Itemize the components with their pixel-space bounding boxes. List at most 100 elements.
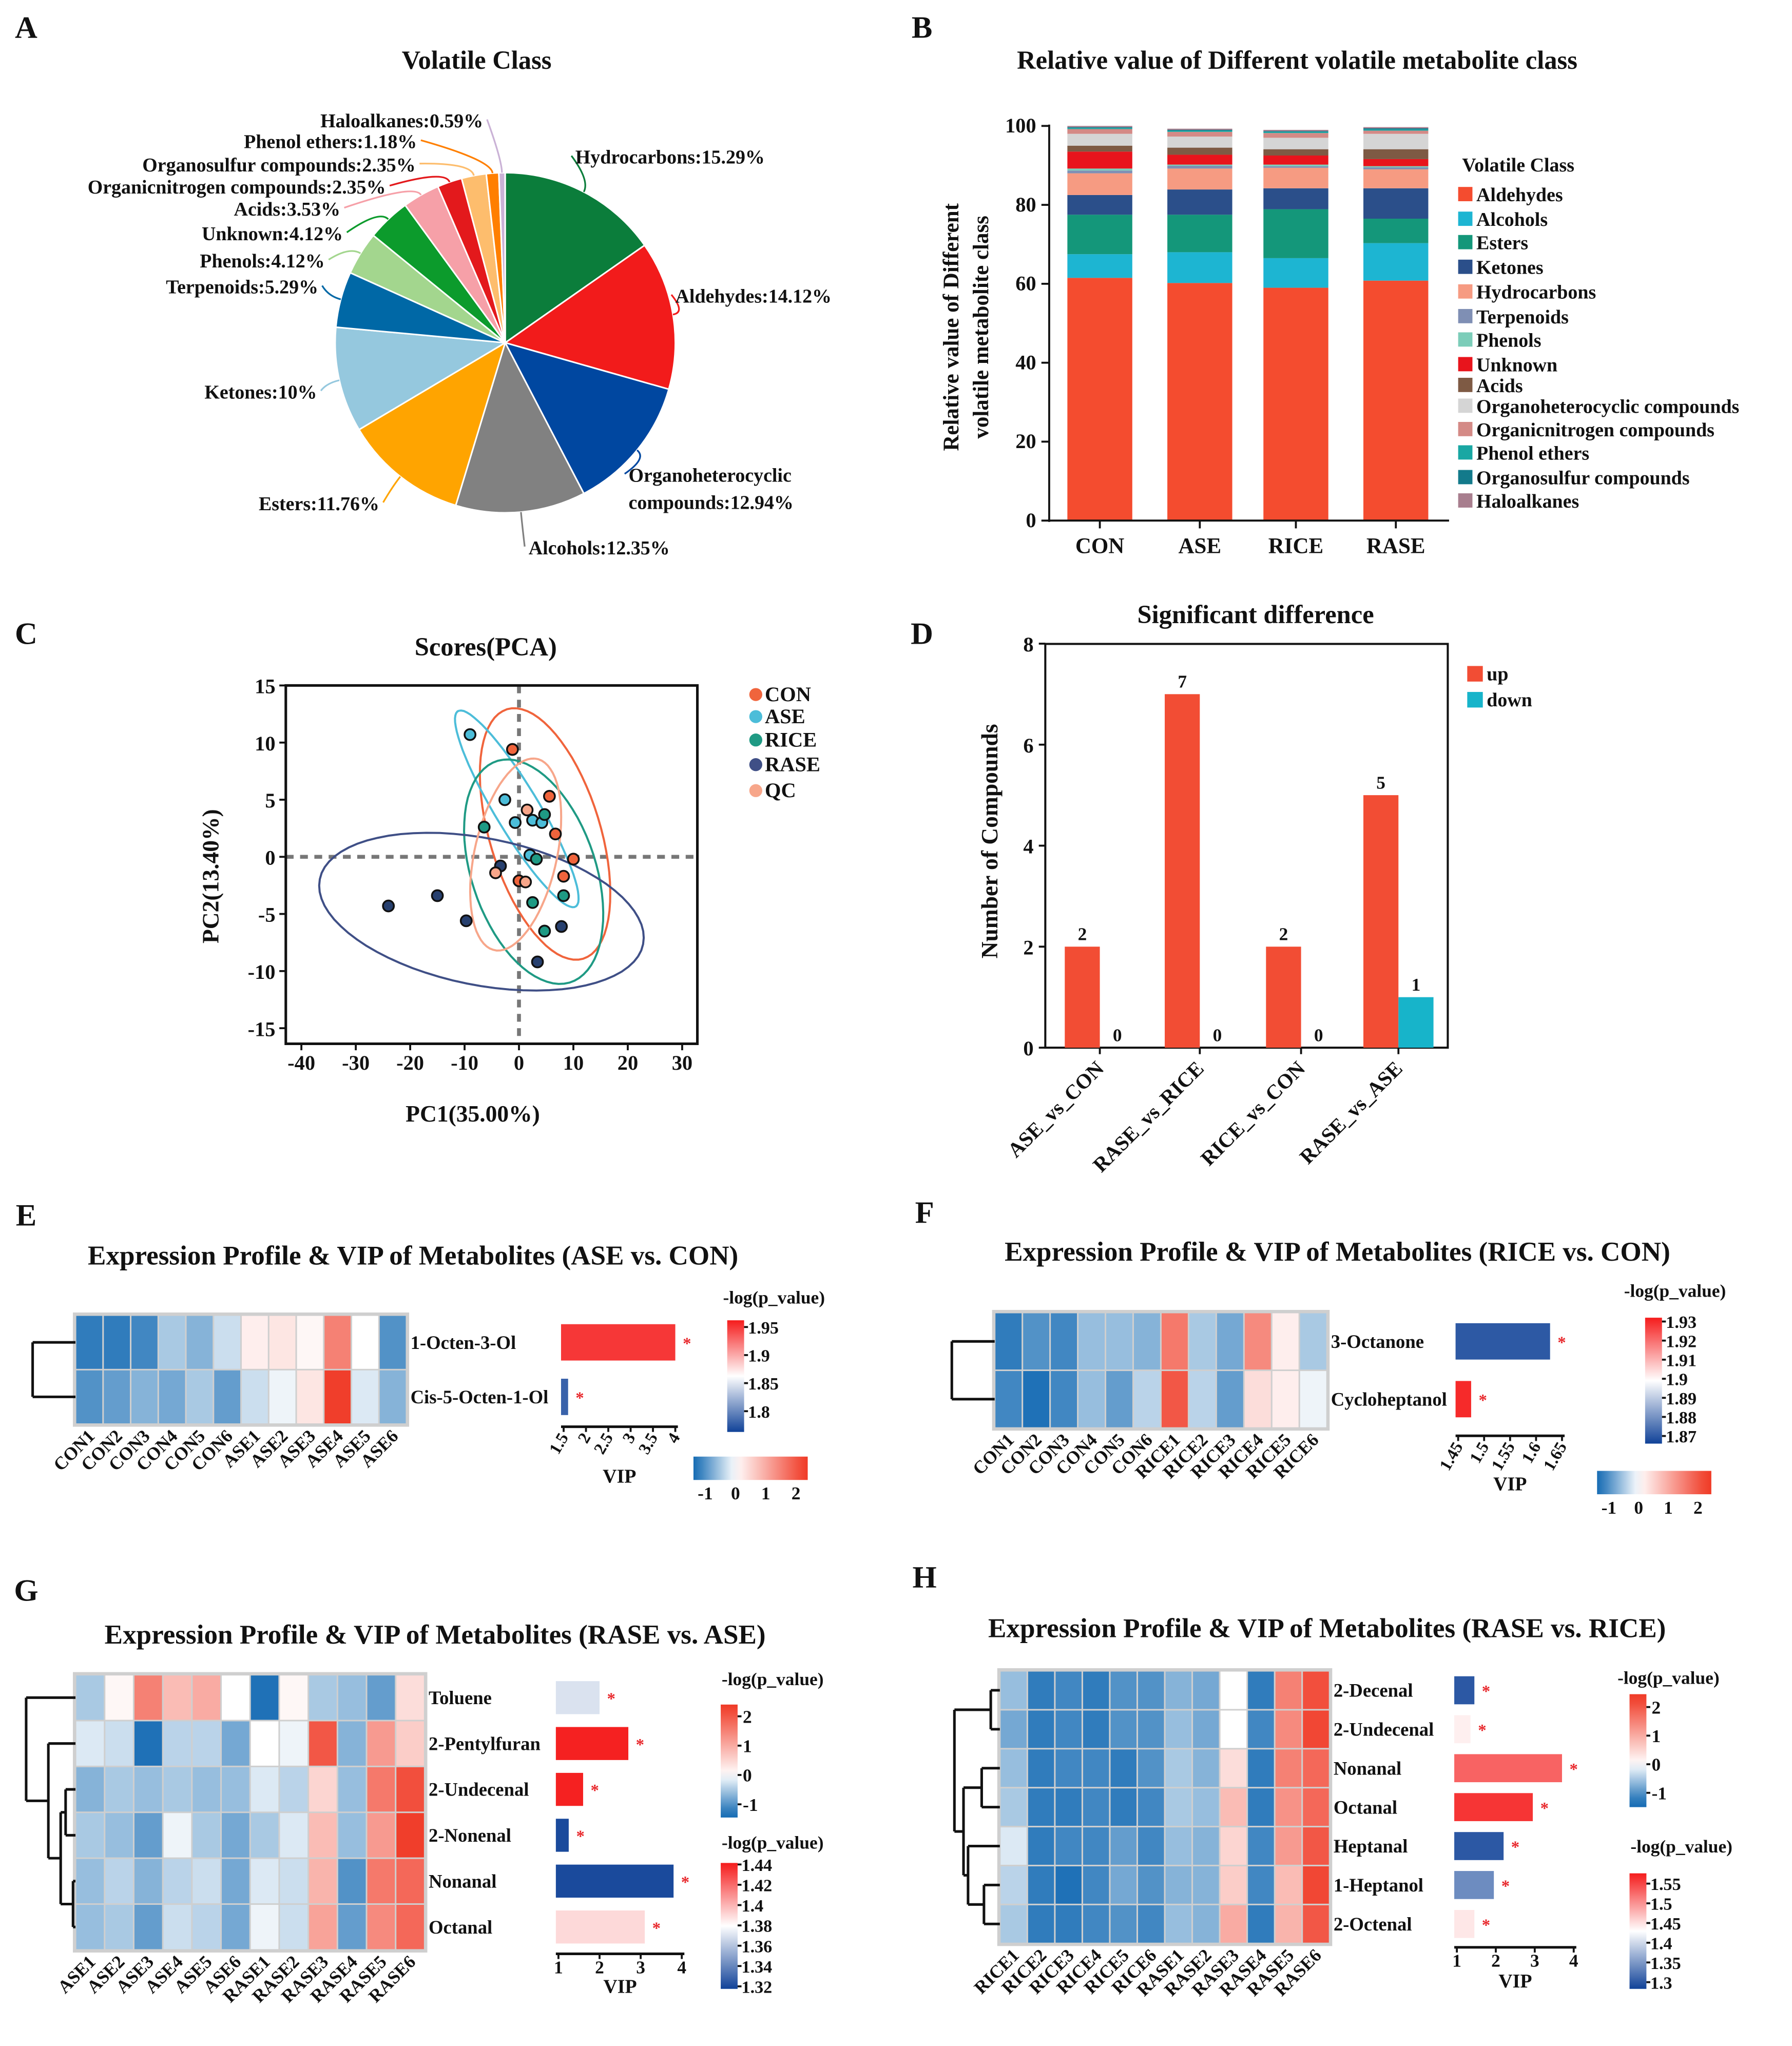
heatmap-cell (1028, 1710, 1054, 1748)
legend-dot (749, 710, 762, 723)
scatter-point (538, 808, 551, 821)
stacked-bar-segment (1067, 133, 1132, 146)
heatmap-cell (163, 1904, 191, 1950)
panel-letter: A (15, 10, 37, 45)
y-tick-label: 5 (265, 789, 275, 812)
heatmap-cell (192, 1859, 221, 1903)
heatmap-cell (1248, 1905, 1274, 1943)
heatmap-cell (1000, 1710, 1027, 1748)
stacked-bar-segment (1167, 164, 1232, 166)
heatmap-cell (251, 1721, 279, 1766)
pie-slice (504, 341, 670, 495)
heatmap-cell (134, 1859, 162, 1903)
stacked-bar-segment (1067, 173, 1132, 195)
legend-label: QC (765, 779, 796, 802)
pvalue-tick-label: 1.32 (742, 1978, 773, 1997)
x-tick-label: -20 (396, 1051, 424, 1074)
heatmap-cell (1023, 1313, 1050, 1370)
heatmap-cell (134, 1675, 162, 1720)
bar (1165, 694, 1200, 1048)
panel-e-heatmap-vip: E Expression Profile & VIP of Metabolites… (16, 1199, 825, 1504)
heatmap-cell (1193, 1866, 1219, 1904)
heatmap-cell (1028, 1788, 1054, 1826)
x-tick-label: 30 (672, 1051, 692, 1074)
slice-label: Organosulfur compounds:2.35% (142, 155, 415, 176)
legend-label: Organosulfur compounds (1476, 467, 1690, 489)
zscore-colorbar (1629, 1694, 1647, 1807)
heatmap-cell (280, 1904, 308, 1950)
legend-label: Hydrocarbons (1476, 282, 1596, 303)
heatmap-cell (76, 1370, 103, 1424)
heatmap-cell (1000, 1866, 1027, 1904)
stacked-bar-segment (1263, 209, 1328, 258)
stacked-bar-segment (1263, 166, 1328, 168)
heatmap-cell (1000, 1788, 1027, 1826)
leader-line (486, 119, 503, 173)
heatmap-cell (367, 1813, 395, 1858)
scatter-point (557, 870, 570, 883)
row-label: 2-Undecenal (429, 1779, 529, 1800)
vip-bar (555, 1864, 674, 1898)
scatter-point (555, 920, 568, 933)
vip-axis-label: VIP (603, 1976, 637, 1997)
panel-letter: H (913, 1560, 937, 1595)
significance-star: * (1501, 1877, 1510, 1896)
row-label: Heptanal (1334, 1836, 1408, 1857)
pie-slice (504, 171, 646, 344)
heatmap-cell (1110, 1710, 1136, 1748)
pvalue-colorbar-title: -log(p_value) (723, 1287, 825, 1307)
vip-tick-label: 1 (1452, 1951, 1461, 1971)
heatmap-cell (995, 1313, 1022, 1370)
bar (1266, 947, 1301, 1048)
heatmap-cell (396, 1904, 424, 1950)
heatmap-cell (338, 1813, 366, 1858)
heatmap-cell (1028, 1905, 1054, 1943)
x-tick-label: RICE_vs_CON (1196, 1057, 1309, 1170)
heatmap-cell (1275, 1866, 1302, 1904)
zscore-colorbar-title: -log(p_value) (1617, 1667, 1720, 1688)
heatmap-cell (1244, 1371, 1271, 1427)
stacked-bar-segment (1263, 131, 1328, 133)
row-label: 2-Octenal (1334, 1914, 1412, 1935)
bar-value-label: 2 (1279, 924, 1288, 944)
zscore-tick-label: 2 (1693, 1497, 1703, 1518)
bar-value-label: 0 (1213, 1025, 1222, 1045)
x-tick-label: 10 (563, 1051, 584, 1074)
heatmap-cell (222, 1904, 249, 1950)
panel-letter: E (16, 1199, 36, 1233)
heatmap-cell (1248, 1866, 1274, 1904)
pvalue-tick-label: 1.8 (748, 1403, 770, 1422)
pie-slice (454, 340, 585, 514)
zscore-colorbar (721, 1704, 738, 1818)
heatmap-cell (251, 1859, 279, 1903)
significance-star: * (1511, 1838, 1519, 1857)
legend-label: Phenol ethers (1476, 442, 1589, 464)
scatter-point (509, 816, 522, 829)
heatmap-cell (222, 1675, 249, 1720)
slice-label: Haloalkanes:0.59% (320, 110, 483, 132)
bar (1065, 947, 1100, 1048)
zscore-tick-label: -1 (1602, 1497, 1616, 1518)
scatter-point (464, 728, 477, 741)
heatmap-cell (1028, 1749, 1054, 1787)
x-tick-label: RASE_vs_ASE (1295, 1057, 1407, 1169)
legend-swatch (1458, 211, 1473, 226)
leader-line (346, 216, 389, 234)
heatmap-cell (214, 1316, 241, 1369)
slice-label: Phenols:4.12% (200, 250, 324, 272)
heatmap-cell (163, 1721, 191, 1766)
heatmap-cell (396, 1721, 424, 1766)
heatmap-cell (222, 1767, 249, 1812)
heatmap-cell (105, 1904, 133, 1950)
heatmap-cell (134, 1767, 162, 1812)
y-axis-label: PC2(13.40%) (197, 809, 223, 943)
pvalue-colorbar (1645, 1318, 1662, 1444)
stacked-bar-segment (1263, 167, 1328, 188)
heatmap-cell (1303, 1671, 1329, 1709)
heatmap-cell (1248, 1749, 1274, 1787)
scatter-point (538, 924, 551, 938)
heatmap-cell (1000, 1749, 1027, 1787)
pvalue-colorbar-title: -log(p_value) (722, 1832, 824, 1853)
heatmap-cell (1272, 1313, 1299, 1370)
